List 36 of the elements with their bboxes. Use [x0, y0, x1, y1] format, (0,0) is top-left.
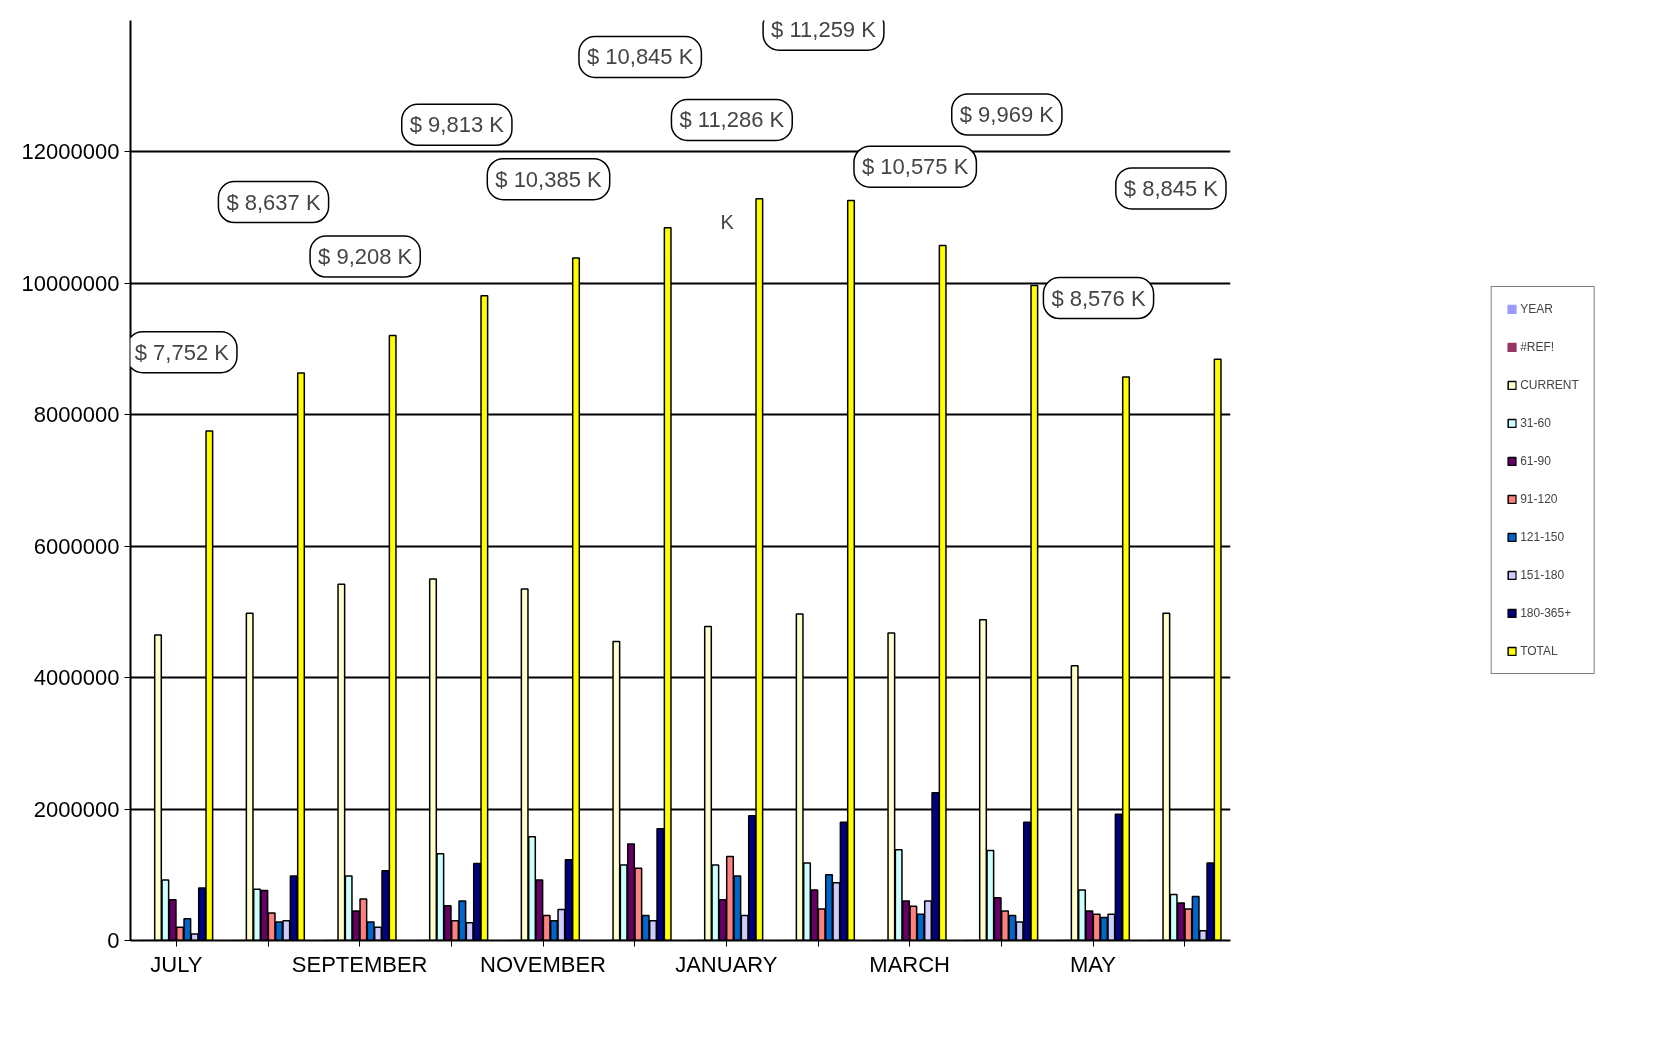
annotation: $ 7,752 K	[134, 339, 230, 365]
annotation: $ 9,208 K	[318, 244, 413, 270]
legend-label: 180-365+	[1520, 606, 1572, 620]
x-tick-label: JANUARY	[675, 951, 778, 977]
annotation: $ 9,813 K	[409, 112, 505, 138]
legend-label: #REF!	[1520, 340, 1555, 354]
x-tick-label: MARCH	[869, 951, 951, 977]
y-tick-label: 12000000	[21, 139, 120, 165]
annotation: $ 8,637 K	[226, 189, 321, 215]
annotation: $ 11,286 K	[679, 107, 785, 133]
y-tick-label: 8000000	[33, 402, 120, 428]
y-tick-label: 2000000	[33, 796, 120, 822]
annotation: $ 11,259 K	[771, 17, 877, 43]
legend-label: 151-180	[1520, 568, 1565, 582]
annotation: $ 9,969 K	[959, 102, 1055, 128]
legend-label: YEAR	[1520, 302, 1553, 316]
y-tick-label: 0	[107, 928, 120, 953]
annotation: $ 10,845 K	[586, 44, 694, 70]
legend-label: 91-120	[1520, 492, 1558, 506]
annotation: $ 10,385 K	[495, 166, 603, 192]
annotation: $ 8,845 K	[1123, 175, 1219, 201]
y-tick-label: 6000000	[33, 533, 120, 559]
legend-label: TOTAL	[1520, 644, 1558, 658]
x-tick-label: MAY	[1069, 951, 1117, 977]
annotation: $ 8,576 K	[1051, 285, 1146, 311]
legend-label: 61-90	[1520, 454, 1551, 468]
y-tick-label: 4000000	[33, 665, 120, 691]
y-tick-label: 10000000	[21, 270, 120, 296]
legend-label: CURRENT	[1520, 378, 1579, 392]
legend-label: 121-150	[1520, 530, 1565, 544]
annotation: $ 10,575 K	[861, 154, 969, 180]
annotation: K	[720, 210, 735, 233]
x-tick-label: SEPTEMBER	[291, 951, 428, 977]
x-tick-label: NOVEMBER	[480, 951, 606, 977]
legend-label: 31-60	[1520, 416, 1551, 430]
x-tick-label: JULY	[150, 951, 203, 977]
